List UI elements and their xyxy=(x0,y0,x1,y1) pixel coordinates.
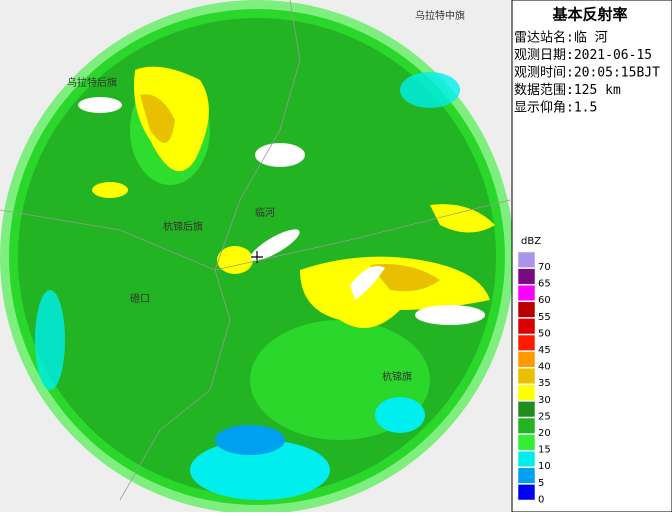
legend-label: 50 xyxy=(538,328,551,339)
place-label: 乌拉特中旗 xyxy=(415,9,465,22)
legend-label: 45 xyxy=(538,345,551,356)
legend-swatch xyxy=(517,318,536,335)
legend-swatch xyxy=(517,484,536,501)
legend-label: 35 xyxy=(538,378,551,389)
legend-swatch xyxy=(517,284,536,302)
legend-swatch xyxy=(517,351,536,368)
legend-swatch xyxy=(517,434,536,451)
info-line: 观测日期:2021-06-15 xyxy=(514,48,652,63)
panel-title: 基本反射率 xyxy=(551,6,627,24)
legend-swatch xyxy=(517,367,536,385)
legend-unit: dBZ xyxy=(521,236,541,247)
legend-swatch xyxy=(517,384,536,401)
info-line: 数据范围:125 km xyxy=(514,83,621,98)
place-label: 磴口 xyxy=(130,292,150,305)
legend-label: 70 xyxy=(538,262,551,273)
boundaries xyxy=(0,0,511,501)
legend-label: 30 xyxy=(538,395,551,406)
legend-swatch xyxy=(517,268,536,285)
info-line: 显示仰角:1.5 xyxy=(514,101,597,116)
legend-swatch xyxy=(517,334,536,351)
legend-label: 40 xyxy=(538,362,551,373)
legend-label: 15 xyxy=(538,445,551,456)
legend-label: 10 xyxy=(538,461,551,472)
legend-swatch xyxy=(517,450,536,468)
info-panel xyxy=(511,0,672,513)
legend-label: 55 xyxy=(538,312,551,323)
place-label: 乌拉特后旗 xyxy=(67,76,117,89)
legend-swatch xyxy=(517,401,536,418)
legend-label: 0 xyxy=(538,494,544,505)
radar-echo xyxy=(0,0,514,514)
legend-swatch xyxy=(517,467,536,484)
legend-label: 25 xyxy=(538,411,551,422)
legend-swatch xyxy=(517,417,536,434)
legend-label: 20 xyxy=(538,428,551,439)
info-line: 雷达站名:临 河 xyxy=(514,30,608,46)
legend-label: 5 xyxy=(538,478,544,489)
info-line: 观测时间:20:05:15BJT xyxy=(514,66,660,81)
legend-swatch xyxy=(517,301,536,318)
place-label: 杭锦旗 xyxy=(382,370,412,383)
legend-swatch xyxy=(517,251,536,268)
legend-label: 65 xyxy=(538,279,551,290)
place-label: 临河 xyxy=(255,206,275,219)
legend-label: 60 xyxy=(538,295,551,306)
place-label: 杭锦后旗 xyxy=(163,220,203,233)
